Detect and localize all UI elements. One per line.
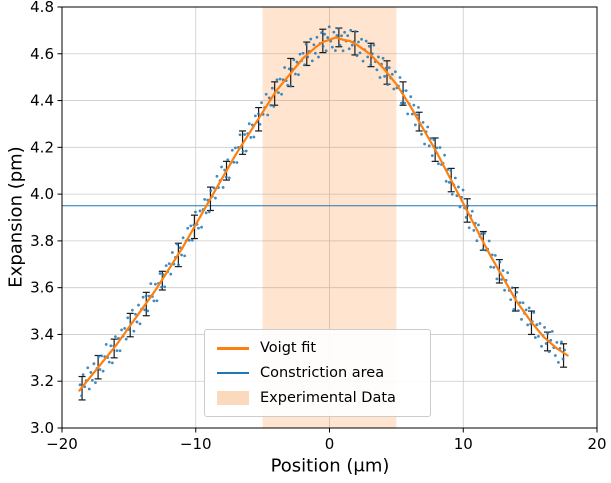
svg-text:4.8: 4.8 <box>30 0 54 16</box>
legend-item-experimental-data: Experimental Data <box>217 389 418 407</box>
constriction-area-line-swatch <box>217 372 249 374</box>
voigt-fit-line-swatch <box>217 346 249 350</box>
svg-text:4.6: 4.6 <box>30 45 54 63</box>
legend-item-voigt-fit: Voigt fit <box>217 339 418 357</box>
svg-text:0: 0 <box>325 435 335 453</box>
svg-text:3.8: 3.8 <box>30 232 54 250</box>
legend-label-constriction-area: Constriction area <box>260 365 385 381</box>
svg-text:10: 10 <box>454 435 473 453</box>
x-axis-label: Position (μm) <box>270 455 390 477</box>
svg-text:−20: −20 <box>46 435 78 453</box>
legend: Voigt fit Constriction area Experimental… <box>204 329 431 417</box>
svg-text:4.4: 4.4 <box>30 92 54 110</box>
svg-text:4.2: 4.2 <box>30 138 54 156</box>
svg-text:3.6: 3.6 <box>30 279 54 297</box>
svg-text:3.0: 3.0 <box>30 419 54 437</box>
legend-label-experimental-data: Experimental Data <box>260 390 396 406</box>
svg-text:3.4: 3.4 <box>30 325 54 343</box>
y-axis-label: Expansion (pm) <box>5 146 27 288</box>
svg-text:−10: −10 <box>180 435 212 453</box>
experimental-data-patch-swatch <box>217 391 249 405</box>
legend-label-voigt-fit: Voigt fit <box>260 340 317 356</box>
svg-text:3.2: 3.2 <box>30 372 54 390</box>
svg-text:4.0: 4.0 <box>30 185 54 203</box>
legend-item-constriction-area: Constriction area <box>217 364 418 382</box>
svg-text:20: 20 <box>587 435 606 453</box>
